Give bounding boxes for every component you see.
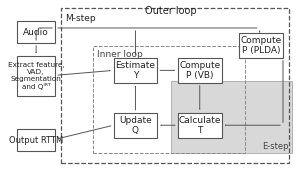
- Text: Audio: Audio: [23, 28, 49, 37]
- FancyBboxPatch shape: [239, 33, 283, 58]
- Text: Estimate
Y: Estimate Y: [115, 61, 155, 80]
- Text: Compute
P (VB): Compute P (VB): [179, 61, 220, 80]
- Text: Calculate
T: Calculate T: [179, 116, 221, 135]
- Text: Compute
P (PLDA): Compute P (PLDA): [240, 36, 282, 55]
- FancyBboxPatch shape: [114, 113, 157, 138]
- Text: Inner loop: Inner loop: [97, 50, 143, 59]
- FancyBboxPatch shape: [17, 21, 55, 43]
- Text: E-step: E-step: [262, 142, 289, 151]
- FancyBboxPatch shape: [114, 58, 157, 83]
- FancyBboxPatch shape: [17, 129, 55, 151]
- Text: Update
Q: Update Q: [119, 116, 152, 135]
- FancyBboxPatch shape: [178, 58, 222, 83]
- Text: Output RTTM: Output RTTM: [9, 136, 63, 145]
- Text: M-step: M-step: [65, 14, 96, 23]
- FancyBboxPatch shape: [17, 56, 55, 96]
- FancyBboxPatch shape: [170, 81, 292, 153]
- FancyBboxPatch shape: [178, 113, 222, 138]
- Text: Extract feature,
VAD,
Segmentation
and Qᴵᴿᵀ: Extract feature, VAD, Segmentation and Q…: [8, 62, 65, 90]
- Text: Outer loop: Outer loop: [145, 6, 196, 16]
